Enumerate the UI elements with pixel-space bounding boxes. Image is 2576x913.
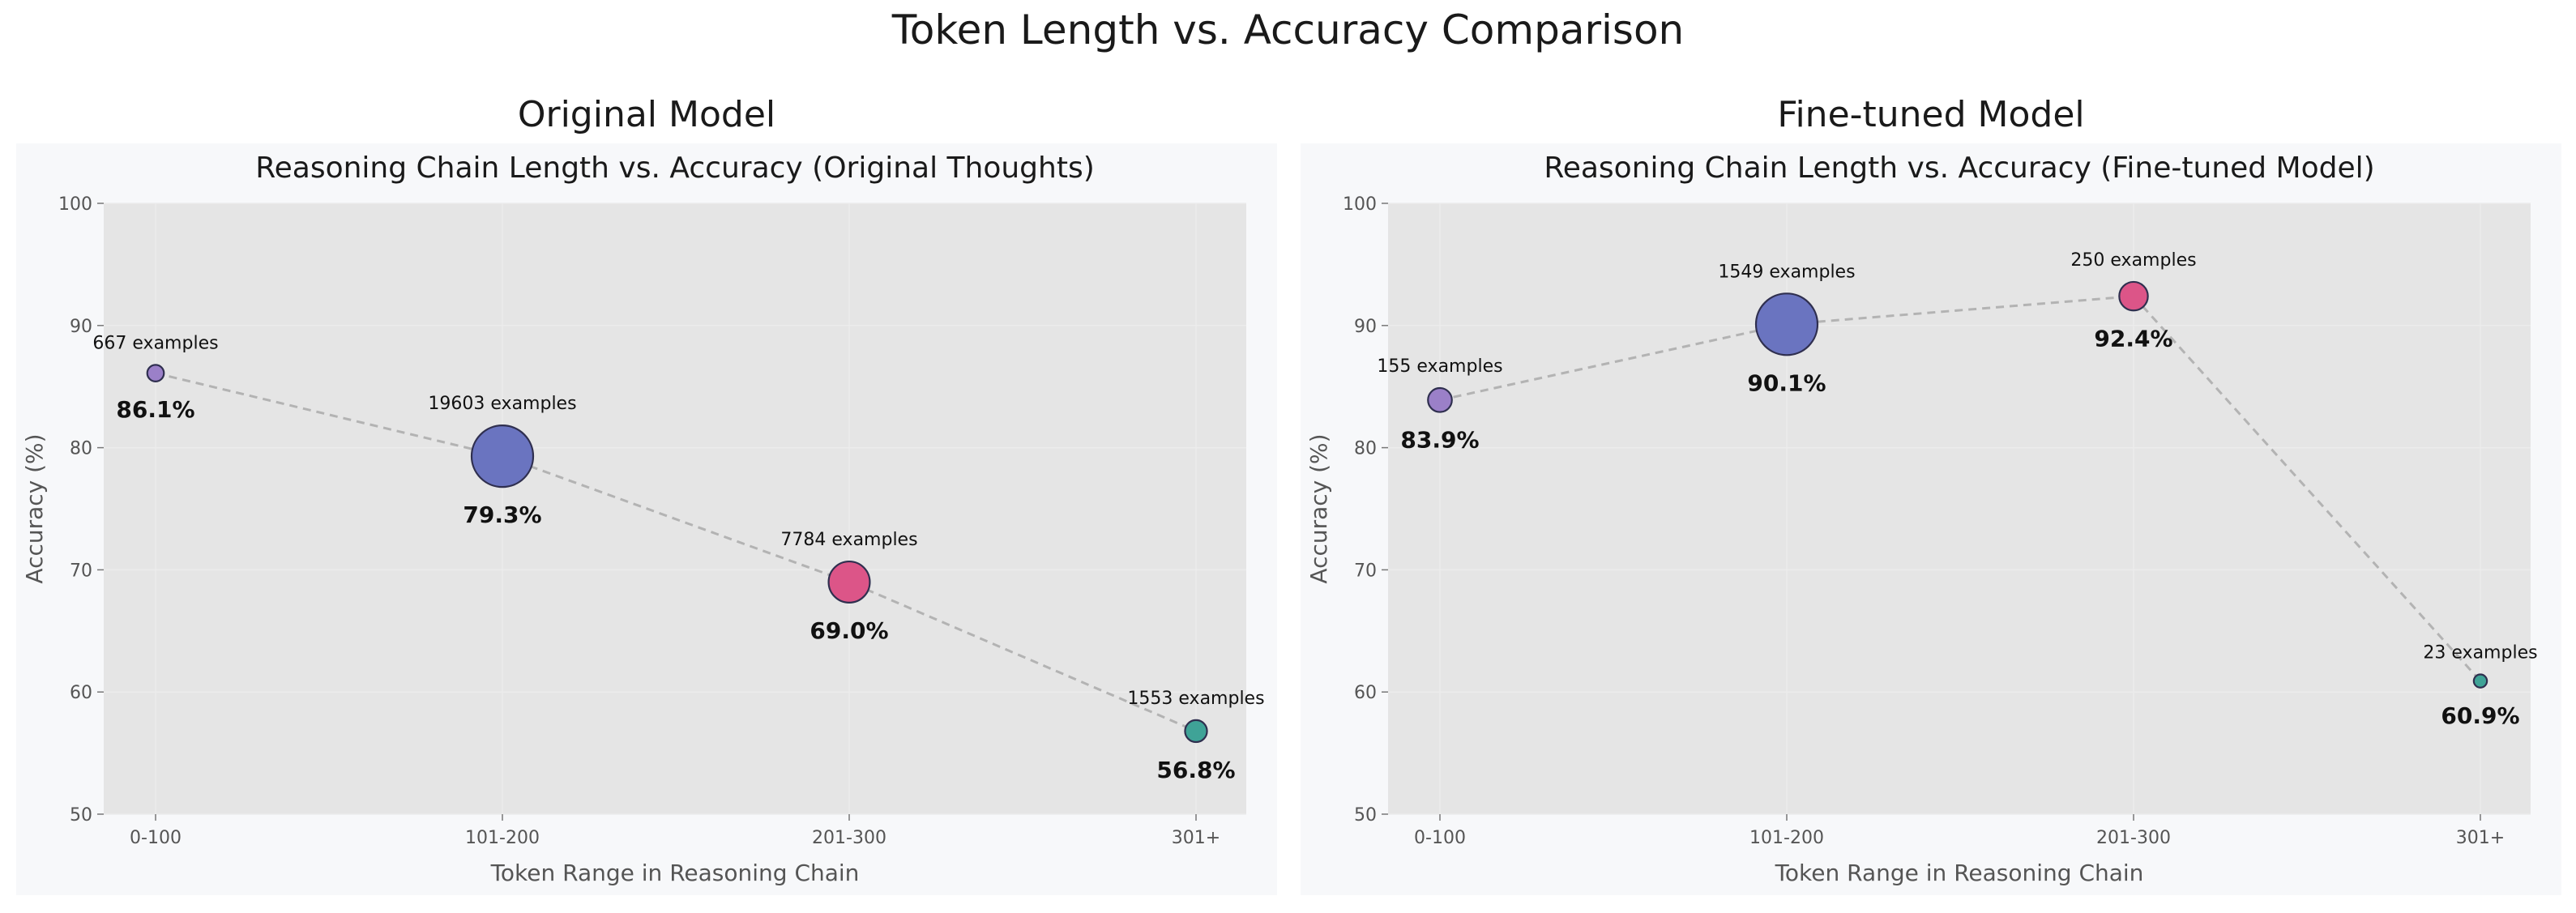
panel-title-original: Original Model: [517, 94, 776, 135]
chart-title: Reasoning Chain Length vs. Accuracy (Fin…: [1544, 151, 2374, 185]
y-axis-label: Accuracy (%): [1305, 433, 1332, 583]
y-axis-label: Accuracy (%): [21, 433, 48, 583]
y-tick-label: 90: [1354, 317, 1377, 337]
y-tick-label: 80: [70, 439, 92, 459]
count-label: 23 examples: [2423, 642, 2537, 663]
y-tick-label: 70: [70, 561, 92, 581]
data-point: [2472, 673, 2488, 689]
x-tick-label: 0-100: [1414, 828, 1466, 848]
plot-area: [104, 203, 1246, 814]
x-axis-label: Token Range in Reasoning Chain: [1775, 860, 2144, 886]
value-label: 92.4%: [2094, 325, 2172, 352]
x-tick-label: 301+: [2456, 828, 2505, 848]
data-point: [827, 560, 871, 604]
value-label: 83.9%: [1400, 427, 1479, 454]
y-tick-label: 100: [58, 194, 92, 215]
data-point: [470, 425, 535, 488]
data-point: [1754, 292, 1819, 356]
figure-title: Token Length vs. Accuracy Comparison: [891, 6, 1685, 53]
x-tick-label: 101-200: [465, 828, 540, 848]
chart-title: Reasoning Chain Length vs. Accuracy (Ori…: [255, 151, 1095, 185]
chart-original-model: 50 60 70 80 90 100 0-100 101-200 201-300 301+ Reas…: [16, 143, 1277, 895]
x-tick-label: 101-200: [1749, 828, 1824, 848]
data-point: [146, 364, 165, 382]
value-label: 86.1%: [116, 396, 194, 423]
y-tick-label: 80: [1354, 439, 1377, 459]
value-label: 79.3%: [463, 501, 541, 528]
count-label: 19603 examples: [428, 394, 576, 414]
y-tick-label: 50: [1354, 805, 1377, 826]
y-tick-label: 70: [1354, 561, 1377, 581]
series-connecting-line: [155, 372, 1197, 732]
y-tick-label: 100: [1343, 194, 1377, 215]
value-label: 69.0%: [810, 617, 888, 644]
value-label: 90.1%: [1747, 369, 1826, 396]
y-tick-label: 50: [70, 805, 92, 826]
count-label: 1549 examples: [1718, 262, 1855, 282]
x-tick-label: 201-300: [2096, 828, 2171, 848]
panel-title-finetuned: Fine-tuned Model: [1777, 94, 2085, 135]
x-axis-label: Token Range in Reasoning Chain: [490, 860, 860, 886]
y-tick-label: 90: [70, 317, 92, 337]
value-label: 56.8%: [1156, 757, 1235, 783]
x-tick-label: 201-300: [812, 828, 886, 848]
series-connecting-line: [1439, 295, 2482, 682]
count-label: 250 examples: [2070, 250, 2196, 271]
count-label: 7784 examples: [780, 530, 917, 550]
chart-finetuned-model: 50 60 70 80 90 100 0-100 101-200 201-300 301+ Reas…: [1301, 143, 2561, 895]
y-tick-label: 60: [70, 683, 92, 703]
x-tick-label: 0-100: [130, 828, 182, 848]
data-point: [2118, 280, 2149, 312]
data-point: [1427, 386, 1453, 413]
data-point: [1184, 719, 1208, 744]
plot-area: [1388, 203, 2531, 814]
count-label: 155 examples: [1377, 356, 1502, 377]
count-label: 667 examples: [92, 333, 218, 353]
y-tick-label: 60: [1354, 683, 1377, 703]
value-label: 60.9%: [2441, 702, 2519, 729]
x-tick-label: 301+: [1172, 828, 1220, 848]
count-label: 1553 examples: [1127, 689, 1264, 709]
